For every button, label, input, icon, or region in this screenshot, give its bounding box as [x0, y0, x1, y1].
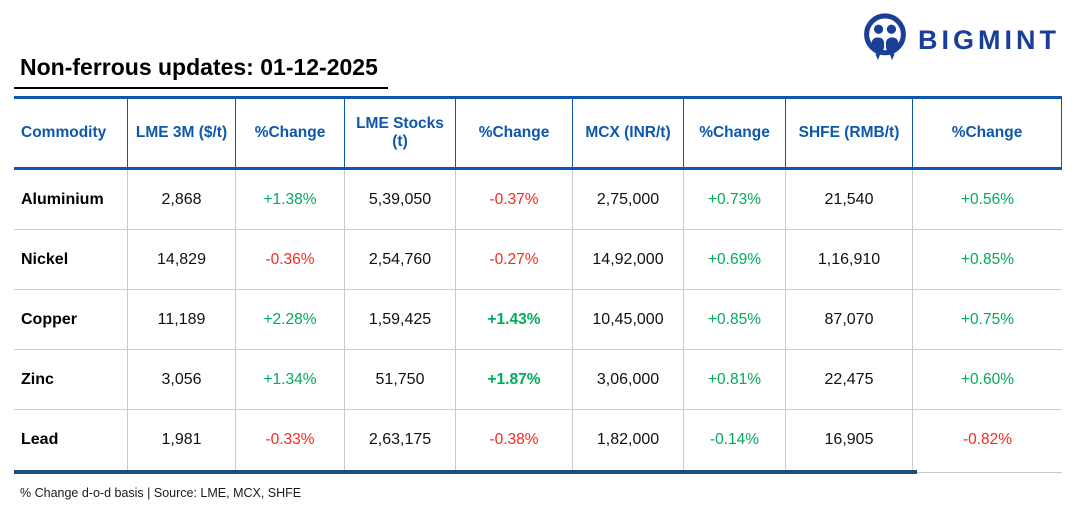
- value-cell: 5,39,050: [344, 170, 455, 230]
- value-cell: 16,905: [785, 410, 912, 470]
- value-cell: 21,540: [785, 170, 912, 230]
- bigmint-logo-icon: [862, 12, 908, 69]
- table-row: Lead 1,981 -0.33% 2,63,175 -0.38% 1,82,000 -0.…: [14, 410, 1062, 470]
- commodity-cell: Zinc: [14, 350, 127, 410]
- col-header-mcx-change: %Change: [683, 96, 785, 170]
- change-cell: +1.43%: [455, 290, 572, 350]
- change-cell: +0.75%: [912, 290, 1062, 350]
- change-cell: -0.38%: [455, 410, 572, 470]
- change-cell: +0.69%: [683, 230, 785, 290]
- brand-logo: BIGMINT: [862, 12, 1060, 69]
- value-cell: 1,16,910: [785, 230, 912, 290]
- value-cell: 22,475: [785, 350, 912, 410]
- change-cell: -0.33%: [235, 410, 344, 470]
- brand-wordmark: BIGMINT: [918, 25, 1060, 55]
- header-row: Commodity LME 3M ($/t) %Change LME Stock…: [14, 96, 1062, 170]
- col-header-lme-3m: LME 3M ($/t): [127, 96, 235, 170]
- value-cell: 2,868: [127, 170, 235, 230]
- commodity-cell: Copper: [14, 290, 127, 350]
- col-header-lme-stocks-change: %Change: [455, 96, 572, 170]
- table-row: Aluminium 2,868 +1.38% 5,39,050 -0.37% 2,75,0…: [14, 170, 1062, 230]
- col-header-shfe: SHFE (RMB/t): [785, 96, 912, 170]
- change-cell: +1.34%: [235, 350, 344, 410]
- change-cell: +0.85%: [683, 290, 785, 350]
- value-cell: 1,59,425: [344, 290, 455, 350]
- col-header-lme-3m-change: %Change: [235, 96, 344, 170]
- value-cell: 14,92,000: [572, 230, 683, 290]
- bottom-rule-gray: [917, 471, 1062, 473]
- col-header-commodity: Commodity: [14, 96, 127, 170]
- commodity-cell: Aluminium: [14, 170, 127, 230]
- value-cell: 14,829: [127, 230, 235, 290]
- change-cell: -0.82%: [912, 410, 1062, 470]
- change-cell: -0.37%: [455, 170, 572, 230]
- col-header-shfe-change: %Change: [912, 96, 1062, 170]
- value-cell: 51,750: [344, 350, 455, 410]
- change-cell: +2.28%: [235, 290, 344, 350]
- table-row: Zinc 3,056 +1.34% 51,750 +1.87% 3,06,000 +0.81…: [14, 350, 1062, 410]
- value-cell: 3,056: [127, 350, 235, 410]
- page-title: Non-ferrous updates: 01-12-2025: [14, 54, 388, 89]
- commodity-cell: Nickel: [14, 230, 127, 290]
- source-footnote: % Change d-o-d basis | Source: LME, MCX,…: [20, 486, 302, 500]
- value-cell: 3,06,000: [572, 350, 683, 410]
- table-row: Copper 11,189 +2.28% 1,59,425 +1.43% 10,45,00…: [14, 290, 1062, 350]
- change-cell: +0.81%: [683, 350, 785, 410]
- change-cell: +0.56%: [912, 170, 1062, 230]
- change-cell: +1.87%: [455, 350, 572, 410]
- change-cell: -0.14%: [683, 410, 785, 470]
- bottom-rule-navy: [14, 470, 917, 474]
- table-row: Nickel 14,829 -0.36% 2,54,760 -0.27% 14,92,00…: [14, 230, 1062, 290]
- change-cell: -0.36%: [235, 230, 344, 290]
- value-cell: 87,070: [785, 290, 912, 350]
- value-cell: 10,45,000: [572, 290, 683, 350]
- change-cell: +0.73%: [683, 170, 785, 230]
- value-cell: 1,82,000: [572, 410, 683, 470]
- col-header-lme-stocks: LME Stocks (t): [344, 96, 455, 170]
- change-cell: +1.38%: [235, 170, 344, 230]
- table-bottom-rule: [14, 470, 1062, 474]
- value-cell: 2,63,175: [344, 410, 455, 470]
- value-cell: 2,54,760: [344, 230, 455, 290]
- commodity-table: Commodity LME 3M ($/t) %Change LME Stock…: [14, 96, 1062, 470]
- value-cell: 11,189: [127, 290, 235, 350]
- change-cell: +0.85%: [912, 230, 1062, 290]
- change-cell: +0.60%: [912, 350, 1062, 410]
- commodity-cell: Lead: [14, 410, 127, 470]
- value-cell: 1,981: [127, 410, 235, 470]
- change-cell: -0.27%: [455, 230, 572, 290]
- commodity-table-wrap: Commodity LME 3M ($/t) %Change LME Stock…: [14, 96, 1062, 474]
- col-header-mcx: MCX (INR/t): [572, 96, 683, 170]
- table-body: Aluminium 2,868 +1.38% 5,39,050 -0.37% 2,75,0…: [14, 170, 1062, 470]
- value-cell: 2,75,000: [572, 170, 683, 230]
